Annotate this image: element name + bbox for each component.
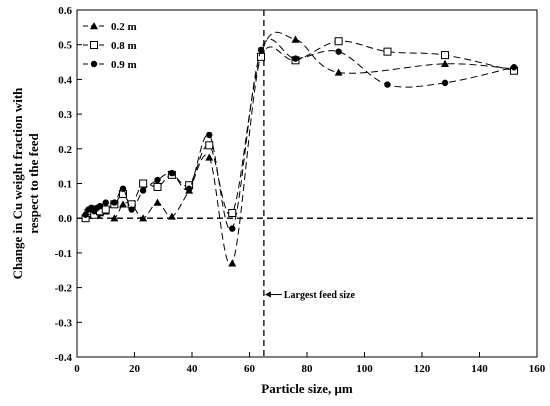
data-point-0-2-m (153, 198, 162, 206)
series-layer (81, 31, 518, 267)
data-point-0-2-m (205, 153, 214, 161)
axis-ticks (76, 9, 538, 358)
data-point-0-2-m (139, 214, 148, 222)
data-point-0-8-m (101, 205, 110, 214)
data-point-0-8-m (153, 182, 162, 191)
y-tick-label: 0.6 (58, 5, 72, 17)
data-point-0-2-m (291, 35, 300, 43)
data-point-0-2-m (228, 259, 237, 267)
data-point-0-2-m (167, 212, 176, 220)
reference-lines (77, 10, 537, 357)
y-tick-label: -0.4 (55, 352, 73, 364)
annotation-arrowhead (264, 291, 271, 298)
data-point-0-9-m (206, 131, 213, 139)
data-point-0-8-m (334, 37, 343, 46)
series-line-0-2-m (85, 31, 515, 266)
data-point-0-9-m (441, 79, 449, 87)
data-point-0-8-m (441, 51, 449, 60)
data-point-0-2-m (110, 214, 119, 222)
y-axis-title-line-2: respect to the feed (26, 133, 41, 234)
data-point-0-9-m (139, 187, 147, 194)
data-point-0-9-m (82, 211, 89, 218)
x-tick-label: 0 (74, 363, 80, 375)
data-point-0-9-m (119, 185, 127, 192)
y-tick-label: 0.5 (58, 40, 72, 52)
x-tick-label: 20 (129, 363, 141, 375)
legend-label-0-9-m: 0.9 m (111, 59, 137, 71)
data-point-0-9-m (102, 199, 109, 206)
x-tick-label: 60 (244, 363, 256, 375)
data-point-0-8-m (139, 179, 148, 188)
series-0-2-m (81, 31, 518, 267)
annotation: Largest feed size (264, 290, 356, 301)
tick-labels: 0 20 40 60 80 100 120 140 160 -0.4 -0.3 -0.2 -0.1 0.0… (55, 5, 546, 375)
series-0-9-m (82, 38, 518, 232)
y-tick-label: -0.3 (55, 317, 73, 329)
legend-marker-0-2-m (90, 22, 98, 30)
data-point-0-9-m (185, 185, 193, 192)
x-tick-label: 40 (187, 363, 199, 375)
legend-marker-0-8-m (90, 41, 98, 49)
y-tick-label: 0.3 (58, 109, 72, 121)
legend-label-0-8-m: 0.8 m (111, 40, 137, 52)
data-point-0-9-m (257, 46, 265, 54)
y-tick-label: -0.2 (55, 283, 73, 295)
data-point-0-9-m (96, 202, 104, 210)
y-axis-title: Change in Cu weight fraction with respec… (10, 87, 41, 280)
data-point-0-9-m (168, 169, 176, 177)
x-axis-title: Particle size, μm (261, 381, 353, 396)
data-point-0-9-m (510, 64, 518, 71)
x-tick-label: 100 (356, 363, 373, 375)
y-tick-label: 0.4 (58, 74, 72, 86)
y-axis-title-line-1: Change in Cu weight fraction with (10, 87, 25, 280)
data-point-0-8-m (205, 141, 214, 150)
data-point-0-2-m (119, 200, 127, 208)
y-tick-label: -0.1 (55, 248, 72, 260)
data-point-0-9-m (111, 199, 118, 206)
data-point-0-8-m (228, 208, 237, 217)
series-line-0-8-m (85, 40, 515, 219)
legend-label-0-2-m: 0.2 m (111, 21, 137, 33)
data-point-0-9-m (335, 48, 342, 55)
annotation-label: Largest feed size (284, 290, 356, 301)
data-point-0-9-m (292, 55, 299, 62)
y-tick-label: 0.2 (58, 144, 72, 156)
legend: 0.2 m 0.8 m 0.9 m (83, 21, 137, 71)
data-point-0-2-m (441, 59, 449, 67)
x-tick-label: 140 (471, 363, 488, 375)
x-tick-label: 120 (414, 363, 431, 375)
series-line-0-9-m (85, 38, 515, 231)
y-tick-label: 0.1 (58, 179, 72, 191)
data-point-0-2-m (334, 68, 343, 76)
legend-marker-0-9-m (90, 60, 98, 68)
data-point-0-8-m (257, 52, 265, 61)
data-point-0-8-m (383, 47, 392, 56)
data-point-0-9-m (384, 81, 391, 88)
series-0-8-m (81, 37, 518, 223)
data-point-0-9-m (229, 225, 236, 232)
x-tick-label: 80 (302, 363, 314, 375)
y-tick-label: 0.0 (58, 213, 72, 225)
x-tick-label: 160 (529, 363, 546, 375)
data-point-0-9-m (154, 176, 161, 184)
data-point-0-9-m (128, 206, 135, 213)
